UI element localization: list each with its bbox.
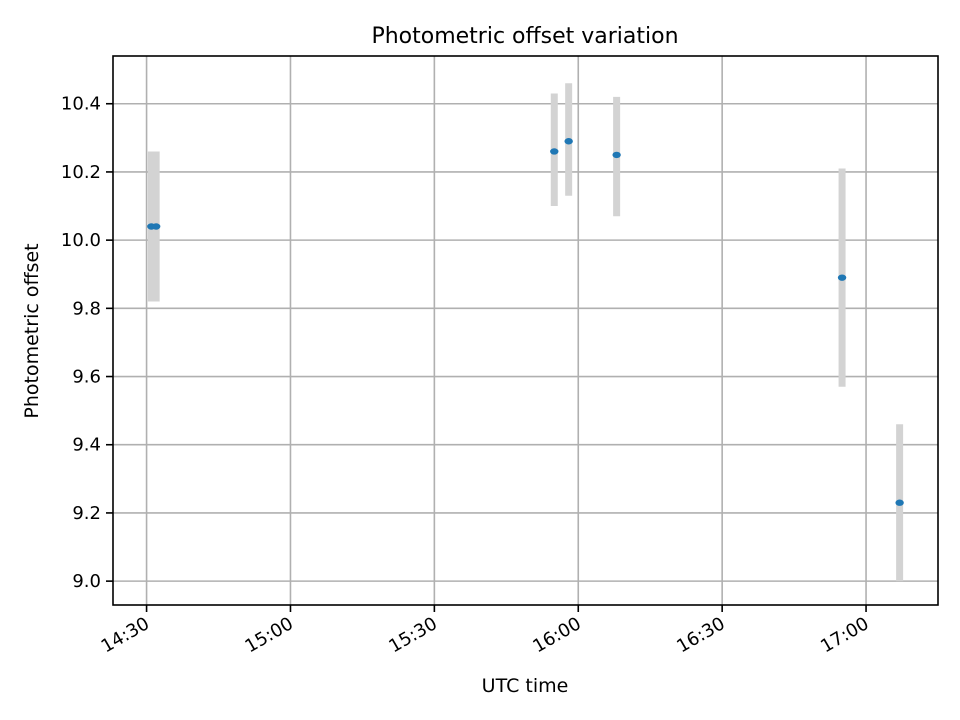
data-point xyxy=(151,223,161,230)
data-points xyxy=(147,138,904,506)
y-tick-label: 10.4 xyxy=(61,94,101,115)
chart-title: Photometric offset variation xyxy=(371,24,678,49)
data-point xyxy=(895,499,904,506)
x-tick-label: 16:00 xyxy=(529,613,584,657)
data-point xyxy=(612,151,621,159)
error-bars xyxy=(147,83,904,582)
y-axis-label: Photometric offset xyxy=(21,243,43,418)
x-axis-label: UTC time xyxy=(482,675,569,697)
x-tick-label: 17:00 xyxy=(817,613,872,657)
y-axis-ticks: 9.0 9.2 9.4 9.6 9.8 10.0 10.2 10.4 xyxy=(61,94,113,592)
y-tick-label: 9.2 xyxy=(72,503,101,524)
x-tick-label: 15:00 xyxy=(242,613,297,657)
y-tick-label: 9.8 xyxy=(72,298,101,319)
x-tick-label: 14:30 xyxy=(98,613,153,657)
y-tick-label: 9.0 xyxy=(72,571,101,592)
y-tick-label: 9.4 xyxy=(72,435,101,456)
x-tick-label: 15:30 xyxy=(385,613,440,657)
x-tick-label: 16:30 xyxy=(673,613,728,657)
y-tick-label: 9.6 xyxy=(72,367,101,388)
x-axis-ticks: 14:30 15:00 15:30 16:00 16:30 17:00 xyxy=(98,605,873,657)
y-tick-label: 10.2 xyxy=(61,162,101,183)
data-point xyxy=(837,274,847,281)
grid xyxy=(113,56,938,605)
data-point xyxy=(550,148,559,155)
plot-frame xyxy=(112,55,939,606)
y-tick-label: 10.0 xyxy=(61,230,101,251)
data-point xyxy=(564,138,573,145)
